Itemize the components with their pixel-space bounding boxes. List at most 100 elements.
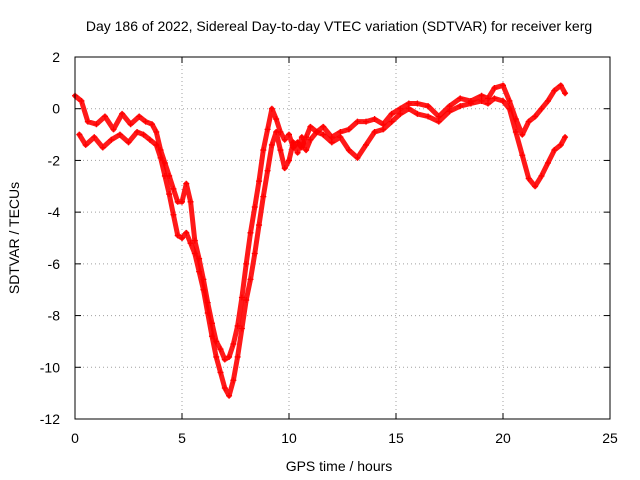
data-point xyxy=(328,139,335,146)
data-point xyxy=(544,97,551,104)
data-point xyxy=(457,103,464,110)
axis-ticks xyxy=(74,56,611,420)
data-point xyxy=(196,268,203,275)
data-point xyxy=(247,229,254,236)
data-point xyxy=(303,147,310,154)
data-point xyxy=(345,147,352,154)
y-tick-label: 0 xyxy=(52,101,60,117)
data-point xyxy=(268,105,275,112)
data-point xyxy=(307,136,314,143)
data-point xyxy=(345,126,352,133)
data-point xyxy=(478,97,485,104)
x-tick-label: 10 xyxy=(281,430,297,446)
data-point xyxy=(268,141,275,148)
data-point xyxy=(230,341,237,348)
data-point xyxy=(157,154,164,161)
data-point xyxy=(290,139,297,146)
data-point xyxy=(551,87,558,94)
data-point xyxy=(405,100,412,107)
data-point xyxy=(525,175,532,182)
data-point xyxy=(425,113,432,120)
data-series xyxy=(72,82,569,399)
data-point xyxy=(294,149,301,156)
data-point xyxy=(264,167,271,174)
x-tick-label: 25 xyxy=(602,430,618,446)
data-point xyxy=(388,118,395,125)
data-point xyxy=(532,183,539,190)
data-point xyxy=(140,131,147,138)
data-point xyxy=(251,203,258,210)
data-point xyxy=(142,118,149,125)
data-point xyxy=(544,160,551,167)
data-point xyxy=(84,118,91,125)
data-point xyxy=(506,97,513,104)
data-point xyxy=(273,128,280,135)
data-point xyxy=(286,131,292,138)
data-point xyxy=(226,353,233,360)
data-point xyxy=(491,85,498,92)
data-point xyxy=(337,134,344,141)
data-point xyxy=(281,165,288,172)
data-point xyxy=(91,134,98,141)
data-point xyxy=(217,346,224,353)
data-point xyxy=(183,180,190,187)
data-point xyxy=(337,128,344,135)
y-tick-label: -4 xyxy=(48,204,61,220)
y-axis-label: SDTVAR / TECUs xyxy=(6,182,22,294)
data-point xyxy=(234,353,241,360)
data-point xyxy=(208,333,215,340)
data-point xyxy=(525,118,532,125)
data-point xyxy=(260,193,267,200)
data-point xyxy=(234,322,241,329)
data-point xyxy=(500,82,506,89)
data-point xyxy=(277,147,284,154)
data-point xyxy=(134,128,141,135)
data-point xyxy=(320,123,327,130)
data-point xyxy=(174,232,181,239)
data-point xyxy=(538,105,545,112)
data-point xyxy=(260,147,267,154)
data-point xyxy=(221,356,228,363)
data-point xyxy=(116,131,123,138)
data-point xyxy=(187,198,194,205)
data-point xyxy=(179,235,185,241)
y-axis-tick-labels: 2 0 -2 -4 -6 -8 -10 -12 xyxy=(40,49,60,427)
data-point xyxy=(217,369,224,376)
data-point xyxy=(256,222,263,229)
data-point xyxy=(204,309,211,316)
data-point xyxy=(238,325,245,332)
x-tick-label: 0 xyxy=(71,430,79,446)
data-point xyxy=(76,131,83,138)
data-point xyxy=(200,286,207,293)
data-point xyxy=(281,136,288,143)
data-point xyxy=(500,97,506,104)
data-point xyxy=(213,353,220,360)
data-point xyxy=(191,237,198,244)
y-tick-label: -2 xyxy=(48,152,61,168)
data-point xyxy=(99,144,106,151)
data-point xyxy=(562,134,569,141)
data-point xyxy=(93,121,100,128)
data-point xyxy=(397,105,404,112)
data-point xyxy=(435,118,442,125)
plot-frame xyxy=(74,56,611,420)
data-point xyxy=(313,128,320,135)
y-tick-label: -6 xyxy=(48,256,61,272)
series-1 xyxy=(72,82,569,363)
data-point xyxy=(166,191,173,198)
data-point xyxy=(446,103,453,110)
x-axis-tick-labels: 0 5 10 15 20 25 xyxy=(71,430,618,446)
y-tick-label: -10 xyxy=(40,359,60,375)
data-point xyxy=(307,123,314,130)
data-point xyxy=(243,297,250,304)
data-point xyxy=(298,134,305,141)
data-point xyxy=(506,105,513,112)
data-point xyxy=(153,141,160,148)
data-point xyxy=(221,384,228,391)
data-point xyxy=(478,92,485,99)
data-point xyxy=(273,116,280,123)
data-point xyxy=(414,100,421,107)
data-point xyxy=(264,126,271,133)
x-tick-label: 5 xyxy=(178,430,186,446)
data-point xyxy=(354,154,361,161)
